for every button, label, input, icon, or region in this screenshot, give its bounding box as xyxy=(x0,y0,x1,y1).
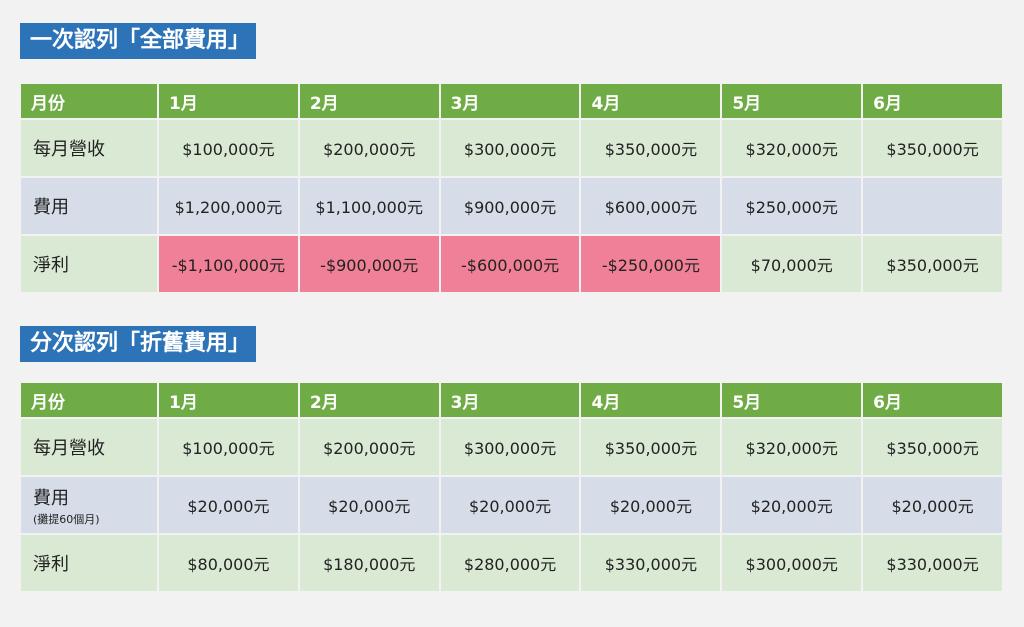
table-row-net-profit: 淨利 $80,000元 $180,000元 $280,000元 $330,000… xyxy=(21,535,1002,591)
header-month: 月份 xyxy=(21,383,157,417)
table-cell xyxy=(863,178,1002,234)
header-mar: 3月 xyxy=(440,84,580,118)
table-row-expense: 費用 $1,200,000元 $1,100,000元 $900,000元 $60… xyxy=(21,178,1002,234)
header-apr: 4月 xyxy=(581,383,721,417)
table-cell: $320,000元 xyxy=(722,120,862,176)
table-cell: $350,000元 xyxy=(863,120,1002,176)
table-cell: $70,000元 xyxy=(722,236,862,292)
lump-sum-expense-table: 月份 1月 2月 3月 4月 5月 6月 每月營收 $100,000元 $200… xyxy=(19,82,1004,294)
table-cell: $300,000元 xyxy=(722,535,862,591)
table-header-row: 月份 1月 2月 3月 4月 5月 6月 xyxy=(21,383,1002,417)
table-row-revenue: 每月營收 $100,000元 $200,000元 $300,000元 $350,… xyxy=(21,120,1002,176)
table-cell: $100,000元 xyxy=(159,120,298,176)
row-label-expense: 費用 (攤提60個月) xyxy=(21,477,157,533)
table-cell: $320,000元 xyxy=(722,419,862,475)
table-cell: $300,000元 xyxy=(440,419,580,475)
table-cell: $20,000元 xyxy=(863,477,1002,533)
row-label-expense-text: 費用 xyxy=(33,487,69,509)
table-cell-negative: -$900,000元 xyxy=(299,236,439,292)
table-cell: $20,000元 xyxy=(159,477,298,533)
table-cell: $200,000元 xyxy=(299,120,439,176)
table-cell: $20,000元 xyxy=(722,477,862,533)
table-cell: $350,000元 xyxy=(581,120,721,176)
table-cell: $350,000元 xyxy=(581,419,721,475)
row-label-revenue: 每月營收 xyxy=(21,120,157,176)
row-label-expense: 費用 xyxy=(21,178,157,234)
header-month: 月份 xyxy=(21,84,157,118)
table-cell: $600,000元 xyxy=(581,178,721,234)
table-cell: $250,000元 xyxy=(722,178,862,234)
table-cell: $20,000元 xyxy=(581,477,721,533)
table-cell: $200,000元 xyxy=(299,419,439,475)
table-cell: $900,000元 xyxy=(440,178,580,234)
table-cell: $180,000元 xyxy=(299,535,439,591)
table-row-expense: 費用 (攤提60個月) $20,000元 $20,000元 $20,000元 $… xyxy=(21,477,1002,533)
table-cell: $350,000元 xyxy=(863,419,1002,475)
header-mar: 3月 xyxy=(440,383,580,417)
table-cell: $1,100,000元 xyxy=(299,178,439,234)
row-label-net-profit: 淨利 xyxy=(21,236,157,292)
table-row-net-profit: 淨利 -$1,100,000元 -$900,000元 -$600,000元 -$… xyxy=(21,236,1002,292)
amortization-note: (攤提60個月) xyxy=(33,512,100,526)
table-cell: $330,000元 xyxy=(581,535,721,591)
table-cell: $350,000元 xyxy=(863,236,1002,292)
header-jan: 1月 xyxy=(159,383,298,417)
header-jan: 1月 xyxy=(159,84,298,118)
row-label-net-profit: 淨利 xyxy=(21,535,157,591)
header-jun: 6月 xyxy=(863,84,1002,118)
table-cell-negative: -$1,100,000元 xyxy=(159,236,298,292)
table-cell-negative: -$600,000元 xyxy=(440,236,580,292)
table-cell: $300,000元 xyxy=(440,120,580,176)
table-cell: $280,000元 xyxy=(440,535,580,591)
section-title-depreciation: 分次認列「折舊費用」 xyxy=(20,326,256,362)
table-header-row: 月份 1月 2月 3月 4月 5月 6月 xyxy=(21,84,1002,118)
table-cell-negative: -$250,000元 xyxy=(581,236,721,292)
table-cell: $80,000元 xyxy=(159,535,298,591)
header-may: 5月 xyxy=(722,383,862,417)
table-cell: $20,000元 xyxy=(440,477,580,533)
section-title-lump-sum: 一次認列「全部費用」 xyxy=(20,23,256,59)
header-apr: 4月 xyxy=(581,84,721,118)
depreciation-expense-table: 月份 1月 2月 3月 4月 5月 6月 每月營收 $100,000元 $200… xyxy=(19,381,1004,593)
table-cell: $1,200,000元 xyxy=(159,178,298,234)
table-cell: $100,000元 xyxy=(159,419,298,475)
table-cell: $20,000元 xyxy=(299,477,439,533)
header-jun: 6月 xyxy=(863,383,1002,417)
header-feb: 2月 xyxy=(299,383,439,417)
table-row-revenue: 每月營收 $100,000元 $200,000元 $300,000元 $350,… xyxy=(21,419,1002,475)
row-label-revenue: 每月營收 xyxy=(21,419,157,475)
table-cell: $330,000元 xyxy=(863,535,1002,591)
header-may: 5月 xyxy=(722,84,862,118)
header-feb: 2月 xyxy=(299,84,439,118)
